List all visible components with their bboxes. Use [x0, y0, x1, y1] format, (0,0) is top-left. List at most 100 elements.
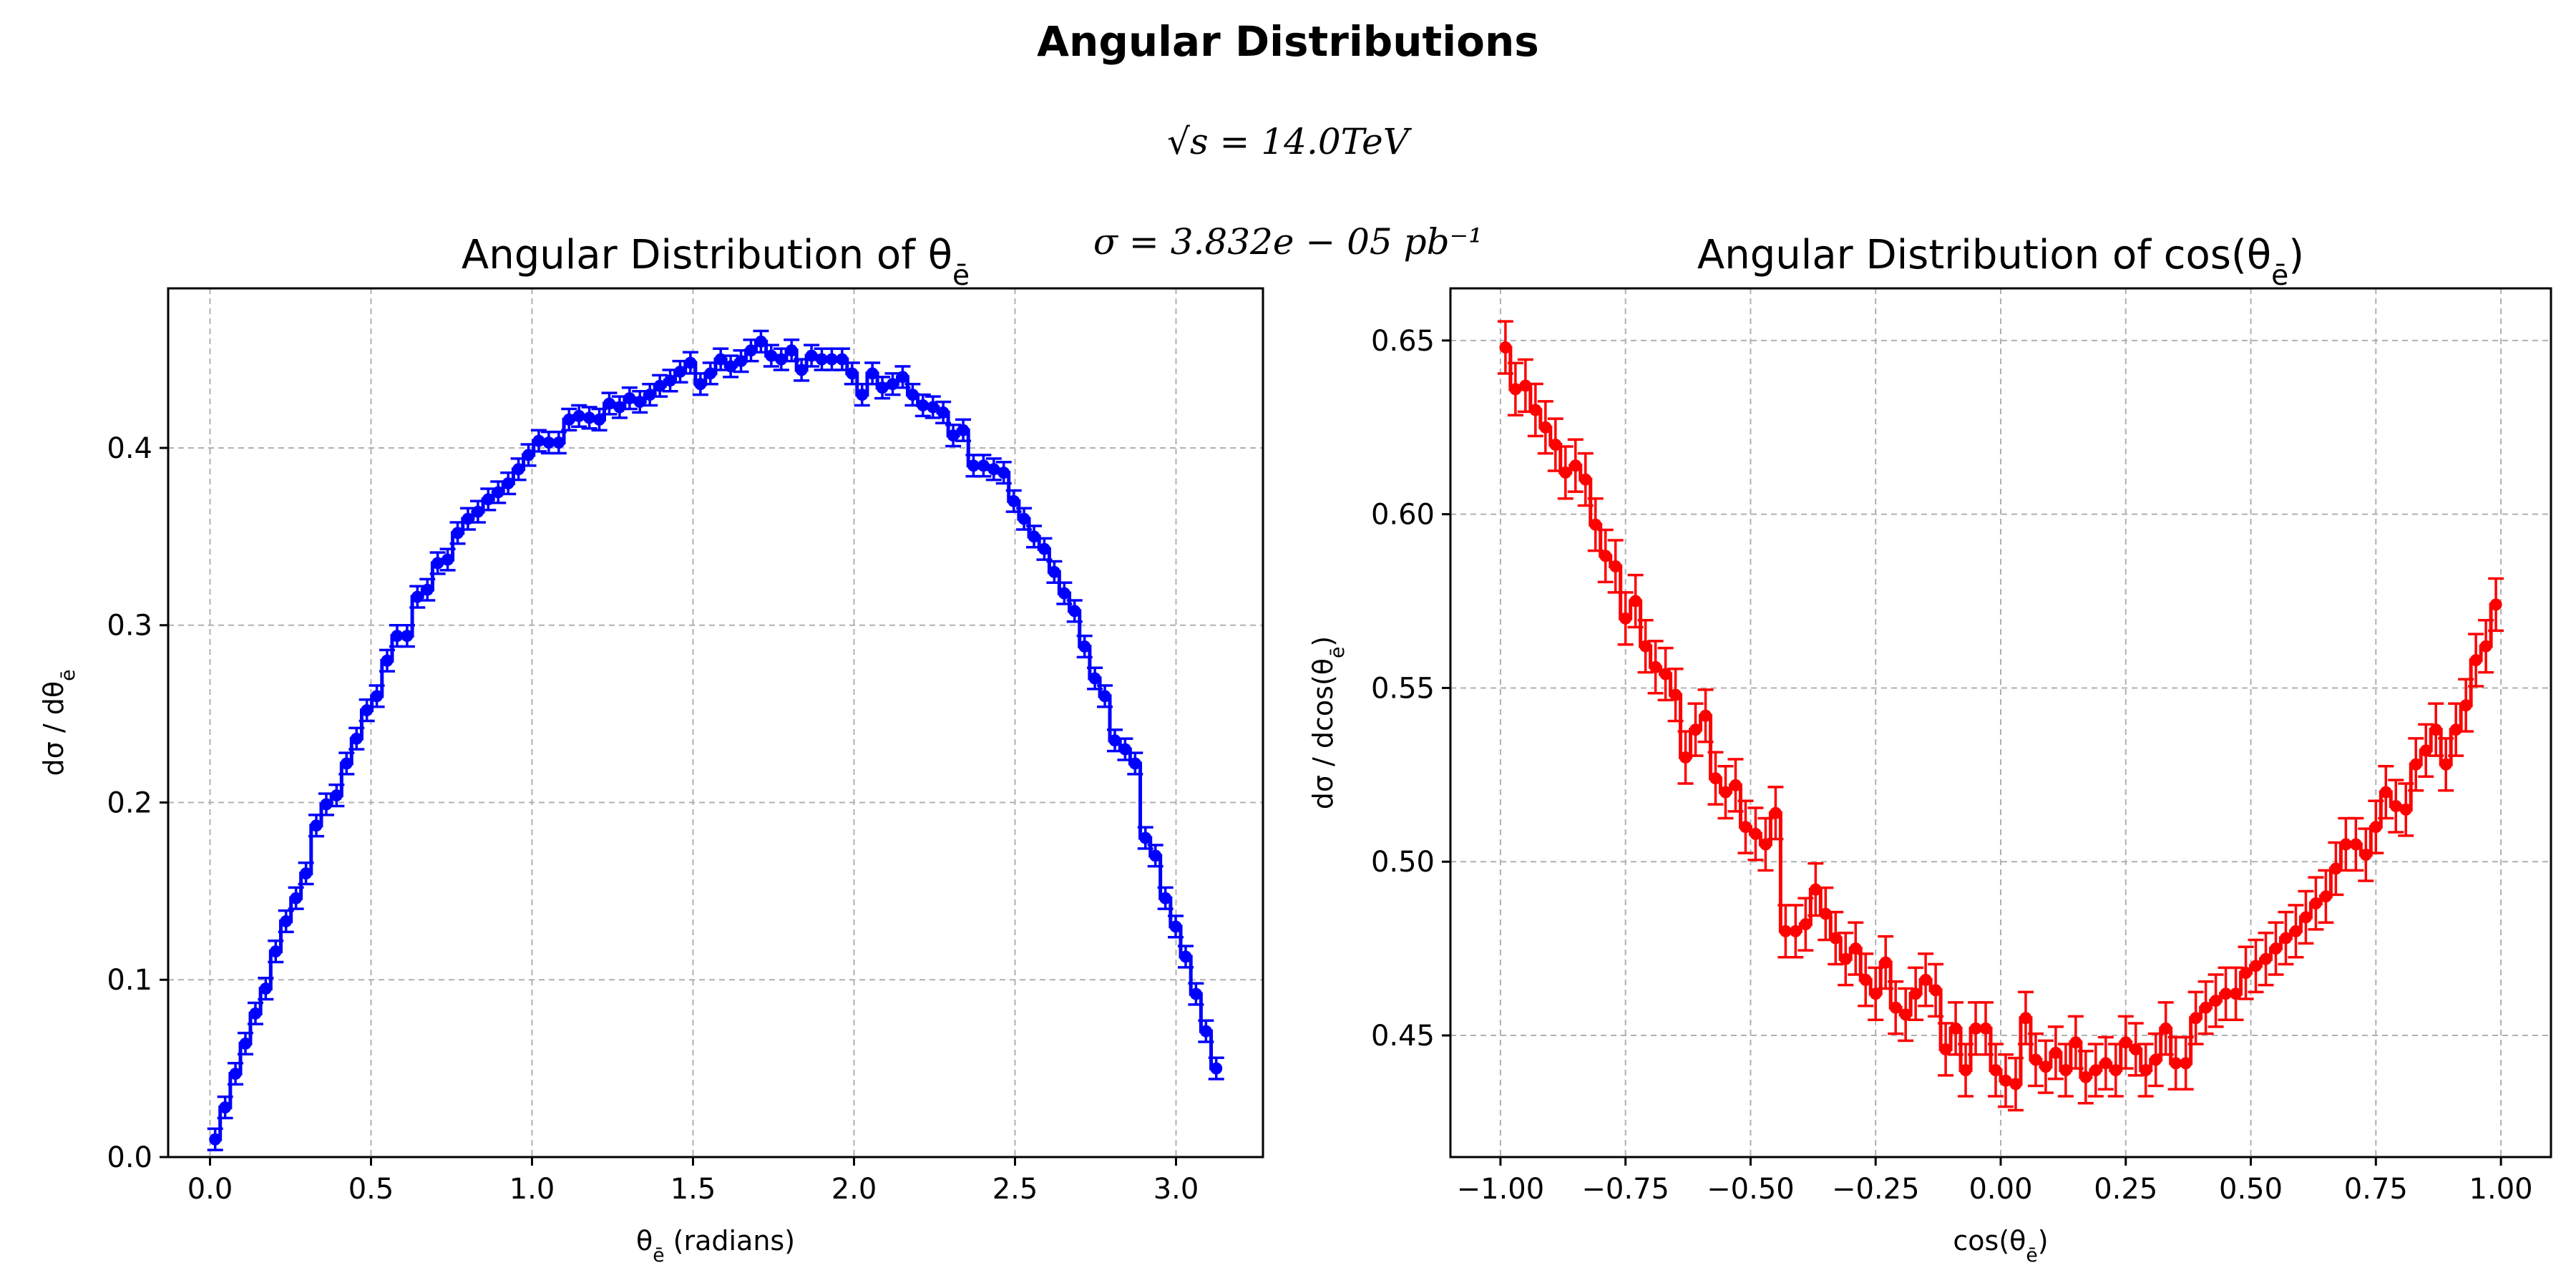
data-point [1549, 439, 1562, 452]
x-tick-label: 1.00 [2469, 1173, 2533, 1206]
data-point [1749, 827, 1762, 840]
data-point [2260, 952, 2273, 965]
data-point [1829, 932, 1842, 945]
data-point [310, 819, 323, 832]
data-point [1529, 404, 1542, 416]
x-axis-label: θē (radians) [636, 1225, 795, 1267]
data-point [2329, 862, 2342, 875]
cross-section-annotation: σ = 3.832e − 05 pb⁻¹ [1093, 221, 1483, 263]
data-point [643, 389, 656, 401]
x-tick-label: 0.5 [348, 1173, 394, 1206]
data-point [2309, 897, 2322, 910]
data-point [290, 892, 303, 904]
data-point [1679, 751, 1692, 764]
data-point [1969, 1022, 1982, 1035]
y-tick-label: 0.2 [107, 786, 152, 819]
data-point [2289, 924, 2302, 937]
data-point [896, 371, 909, 384]
data-point [1210, 1062, 1223, 1075]
data-point [583, 411, 596, 424]
data-point [2439, 758, 2452, 771]
data-point [1999, 1074, 2012, 1087]
data-point [2220, 987, 2233, 1000]
data-point [1509, 383, 1522, 396]
data-point [2190, 1012, 2202, 1025]
data-point [967, 459, 980, 472]
cos-theta-distribution-panel: −1.00 −0.75 −0.50 −0.25 0.00 0.25 0.50 0.75 1.00… [1307, 232, 2552, 1267]
data-point [1649, 660, 1662, 673]
data-point [775, 353, 788, 366]
data-point [1539, 421, 1552, 434]
x-tick-label: −0.50 [1707, 1173, 1795, 1206]
data-point [2279, 932, 2292, 945]
y-tick-label: 0.0 [107, 1141, 152, 1174]
data-point [2089, 1064, 2102, 1077]
data-point [431, 557, 444, 570]
x-axis-label: cos(θē) [1953, 1225, 2048, 1267]
data-point [492, 486, 504, 499]
data-point [1909, 987, 1922, 1000]
x-tick-label: 1.5 [670, 1173, 716, 1206]
data-point [1719, 786, 1732, 799]
data-point [735, 355, 748, 368]
x-tick-label: −0.25 [1832, 1173, 1920, 1206]
data-point [2099, 1057, 2112, 1070]
data-point [947, 429, 960, 442]
data-point [2049, 1046, 2062, 1059]
data-point [694, 378, 707, 391]
x-tick-label: 2.0 [831, 1173, 877, 1206]
data-point [421, 583, 434, 596]
data-point [1199, 1025, 1212, 1038]
data-point [2170, 1057, 2182, 1070]
data-point [623, 392, 636, 405]
data-point [1799, 918, 1812, 931]
data-point [1499, 341, 1512, 354]
x-tick-label: 1.0 [509, 1173, 555, 1206]
data-point [2009, 1078, 2022, 1091]
data-point [765, 349, 778, 362]
x-tick-label: 0.75 [2344, 1173, 2408, 1206]
data-point [259, 982, 272, 995]
data-point [320, 798, 333, 811]
x-tick-label: 3.0 [1153, 1173, 1199, 1206]
data-point [2489, 598, 2502, 611]
data-point [846, 367, 859, 380]
y-axis-label: dσ / dcos(θē) [1307, 636, 1349, 810]
y-tick-label: 0.60 [1371, 499, 1435, 532]
energy-annotation: √s = 14.0TeV [1167, 121, 1413, 162]
data-point [209, 1133, 222, 1146]
data-point [1589, 518, 1602, 531]
data-point [1769, 806, 1782, 819]
y-tick-label: 0.45 [1371, 1020, 1435, 1053]
y-tick-label: 0.4 [107, 432, 152, 465]
data-point [1098, 690, 1111, 703]
data-point [1889, 1001, 1902, 1014]
data-point [1189, 987, 1202, 1000]
data-point [1169, 920, 1182, 933]
data-point [219, 1101, 232, 1114]
data-point [2479, 640, 2492, 653]
data-point [1179, 950, 1192, 963]
data-point [2299, 911, 2312, 924]
data-point [1078, 640, 1091, 653]
data-point [269, 945, 282, 958]
data-point [653, 379, 666, 392]
data-point [2399, 803, 2412, 816]
data-point [300, 867, 313, 880]
data-point [1639, 640, 1652, 653]
data-point [1038, 542, 1050, 555]
data-point [1088, 672, 1101, 685]
x-tick-label: 2.5 [992, 1173, 1038, 1206]
data-point [2180, 1057, 2192, 1070]
data-point [249, 1007, 262, 1020]
data-point [1689, 723, 1702, 736]
data-point [1108, 734, 1121, 747]
data-point [2129, 1043, 2142, 1055]
data-point [2409, 758, 2422, 771]
data-point [2039, 1060, 2052, 1073]
data-point [856, 389, 869, 401]
data-point [1779, 924, 1792, 937]
data-point [1058, 587, 1070, 600]
data-point [2109, 1064, 2122, 1077]
